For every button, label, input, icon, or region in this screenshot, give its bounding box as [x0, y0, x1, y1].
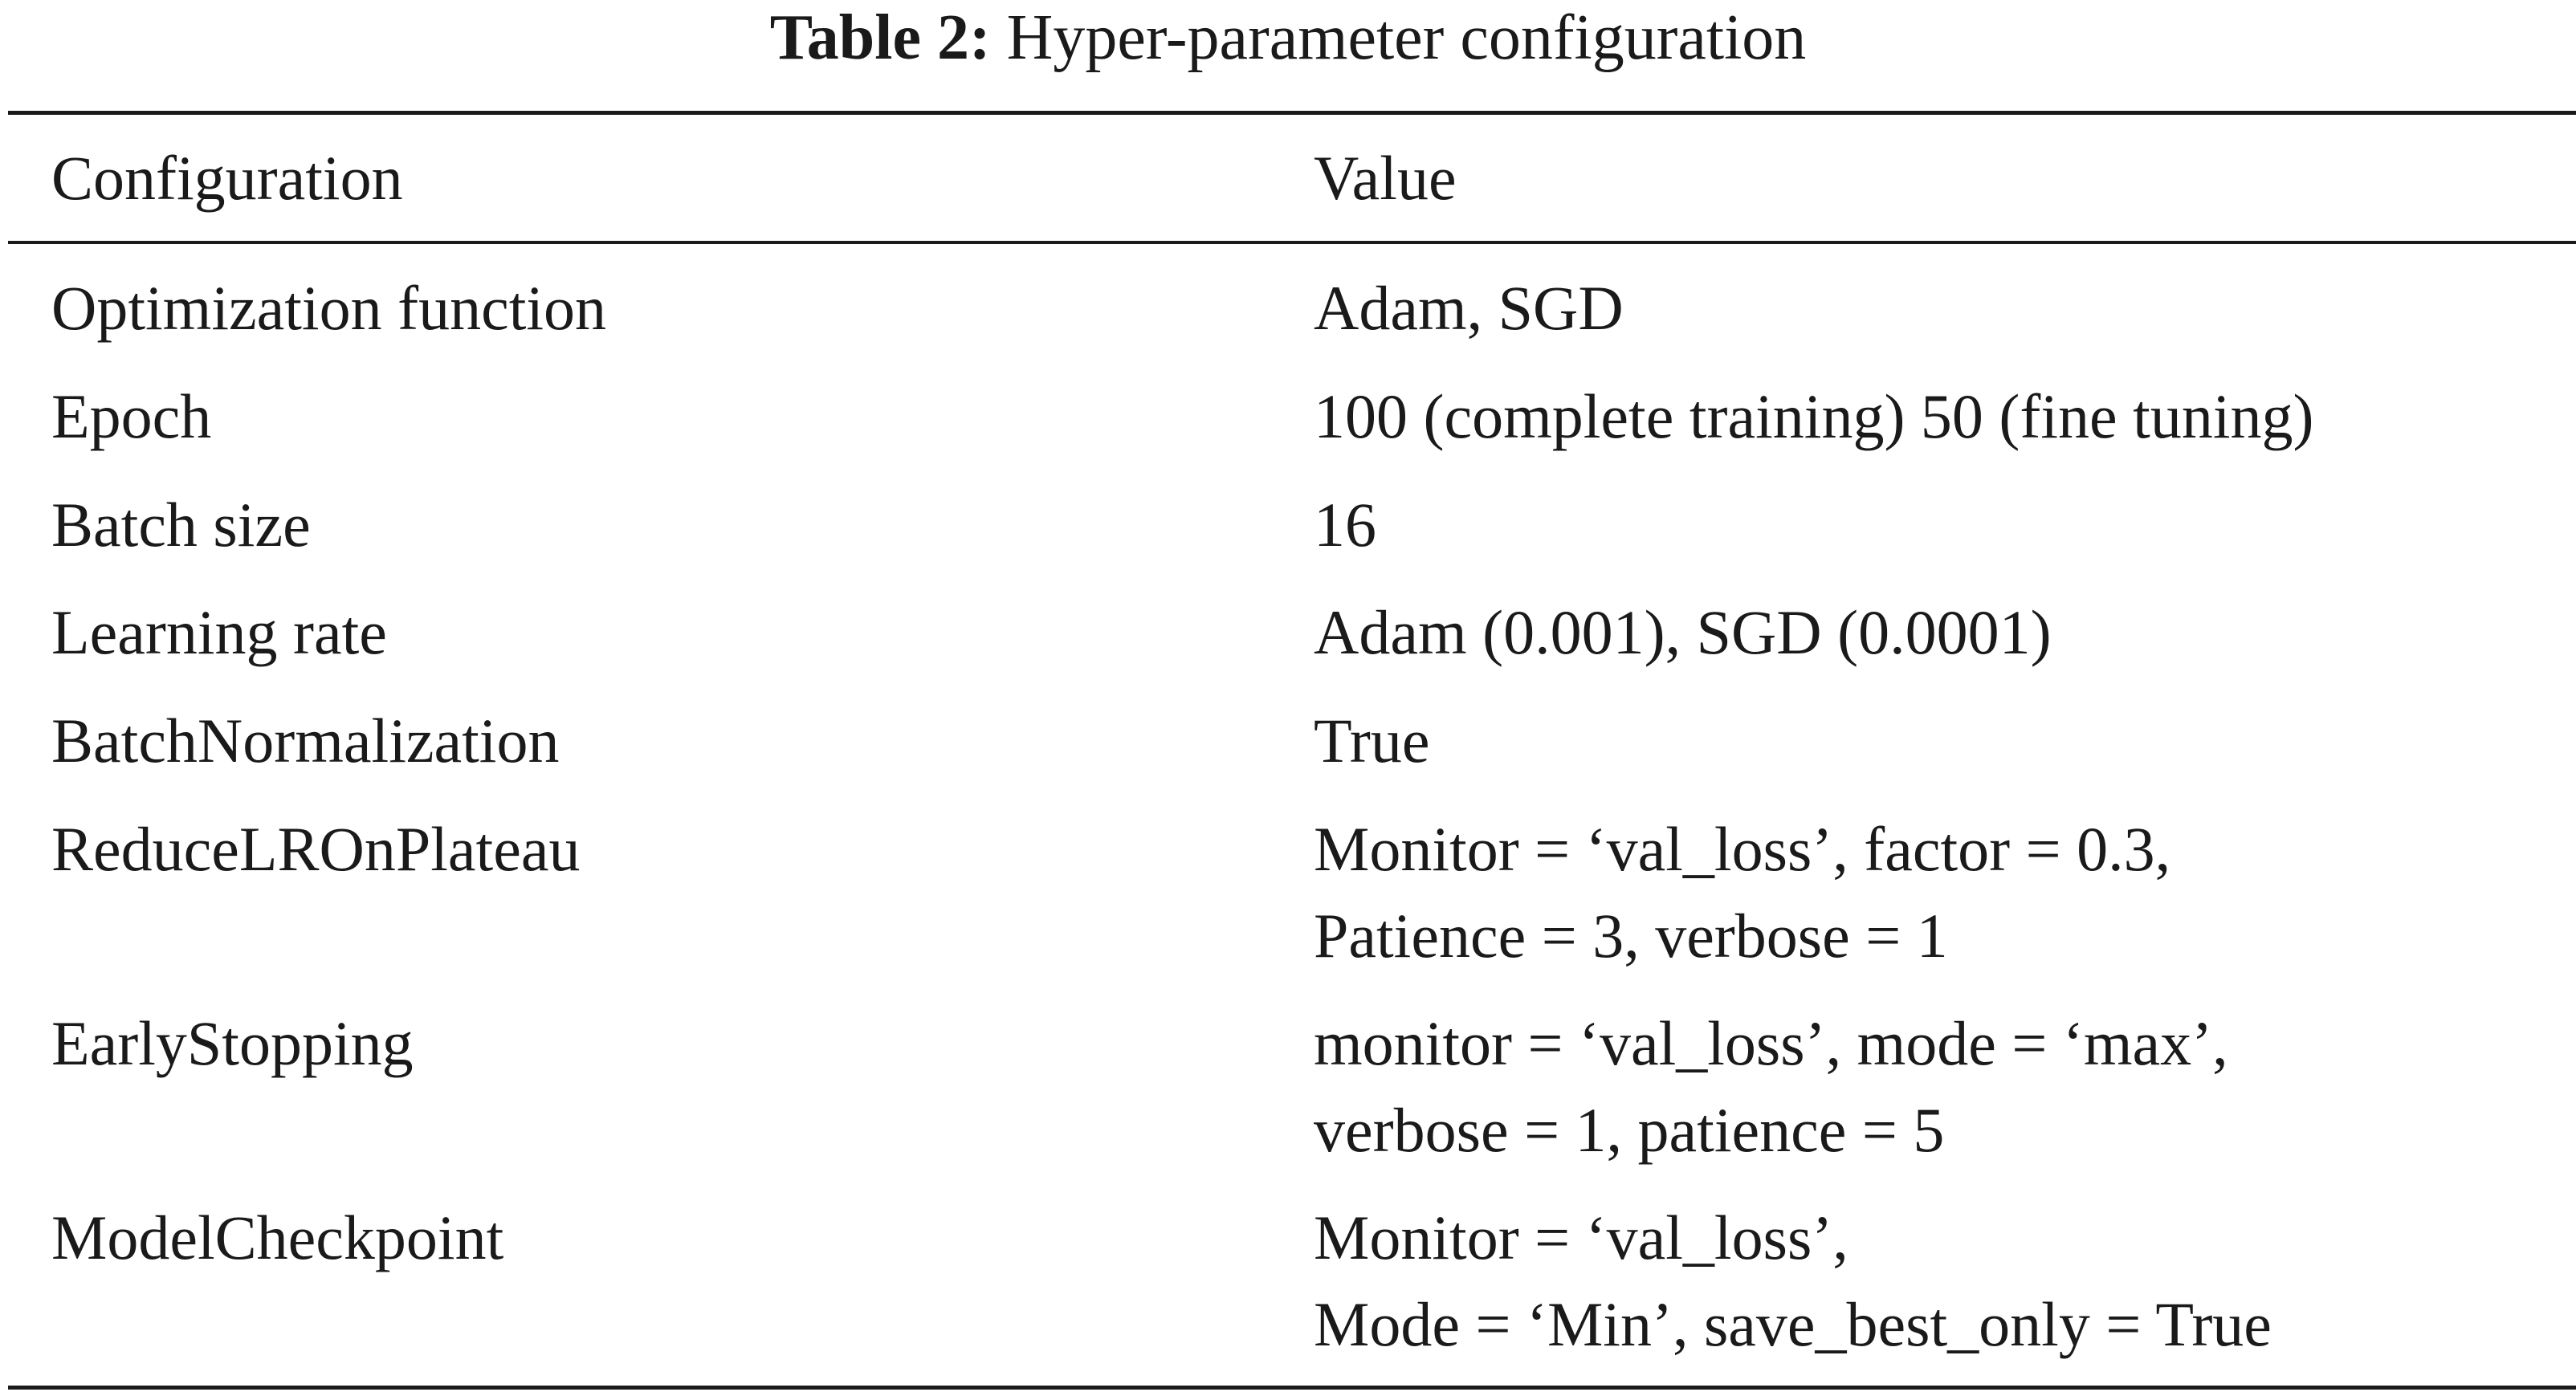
- table-caption-label: Table 2:: [769, 2, 991, 73]
- value-line: Monitor = ‘val_loss’, factor = 0.3,: [1314, 814, 2171, 884]
- value-line: Adam (0.001), SGD (0.0001): [1314, 597, 2052, 667]
- header-value: Value: [1314, 143, 1457, 213]
- row-value-model-checkpoint: Monitor = ‘val_loss’, Mode = ‘Min’, save…: [1314, 1195, 2272, 1368]
- row-config-optimization-function: Optimization function: [51, 273, 607, 343]
- table-caption-title: Hyper-parameter configuration: [1006, 2, 1807, 73]
- row-config-learning-rate: Learning rate: [51, 597, 387, 667]
- row-config-batch-normalization: BatchNormalization: [51, 706, 560, 775]
- value-line: Monitor = ‘val_loss’,: [1314, 1203, 1848, 1272]
- row-value-epoch: 100 (complete training) 50 (fine tuning): [1314, 373, 2314, 460]
- row-value-early-stopping: monitor = ‘val_loss’, mode = ‘max’, verb…: [1314, 1000, 2228, 1174]
- table-header-rule: [8, 241, 2576, 244]
- row-config-reduce-lr-on-plateau: ReduceLROnPlateau: [51, 814, 581, 884]
- row-config-model-checkpoint: ModelCheckpoint: [51, 1203, 504, 1272]
- value-line: 16: [1314, 490, 1376, 560]
- value-line: monitor = ‘val_loss’, mode = ‘max’,: [1314, 1008, 2228, 1078]
- value-line: verbose = 1, patience = 5: [1314, 1095, 1945, 1165]
- row-config-epoch: Epoch: [51, 381, 212, 451]
- header-configuration: Configuration: [51, 143, 403, 213]
- value-line: True: [1314, 706, 1430, 775]
- table-bottom-rule: [8, 1386, 2576, 1390]
- row-value-batch-size: 16: [1314, 482, 1376, 568]
- row-value-optimization-function: Adam, SGD: [1314, 265, 1624, 352]
- row-config-batch-size: Batch size: [51, 490, 311, 560]
- value-line: Adam, SGD: [1314, 273, 1624, 343]
- row-config-early-stopping: EarlyStopping: [51, 1008, 414, 1078]
- table-top-rule: [8, 111, 2576, 115]
- row-value-reduce-lr-on-plateau: Monitor = ‘val_loss’, factor = 0.3, Pati…: [1314, 806, 2170, 979]
- value-line: 100 (complete training) 50 (fine tuning): [1314, 381, 2314, 451]
- table-caption: Table 2: Hyper-parameter configuration: [0, 0, 2576, 75]
- value-line: Mode = ‘Min’, save_best_only = True: [1314, 1289, 2272, 1359]
- value-line: Patience = 3, verbose = 1: [1314, 901, 1948, 971]
- row-value-learning-rate: Adam (0.001), SGD (0.0001): [1314, 589, 2052, 676]
- row-value-batch-normalization: True: [1314, 698, 1430, 784]
